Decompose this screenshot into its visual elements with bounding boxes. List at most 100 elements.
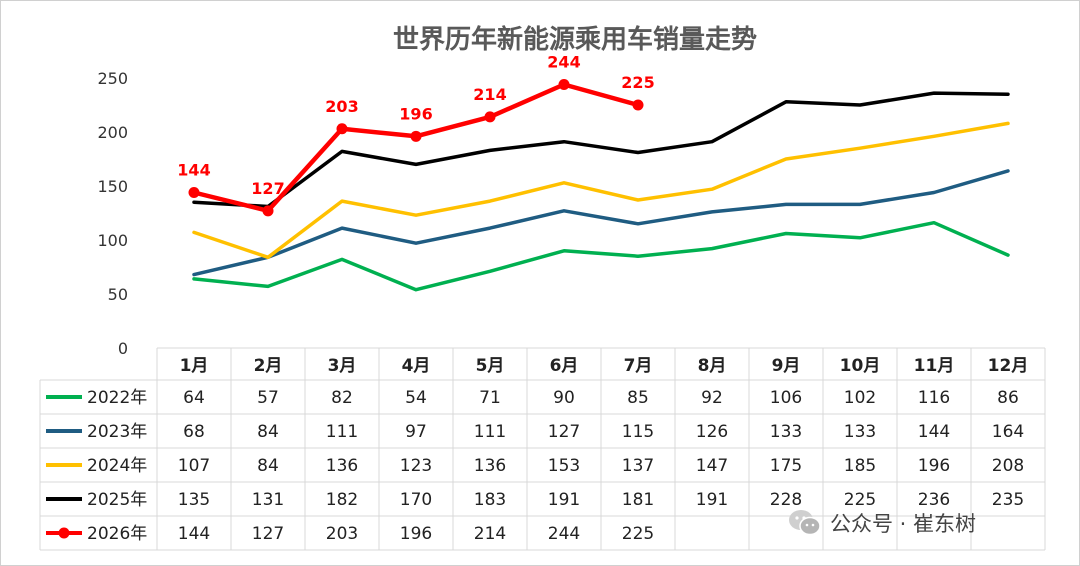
table-cell: 68 xyxy=(183,422,205,442)
data-point xyxy=(484,111,496,123)
table-cell: 181 xyxy=(622,490,654,510)
y-tick-label: 50 xyxy=(108,285,128,304)
table-cell: 135 xyxy=(178,490,210,510)
y-tick-label: 250 xyxy=(97,69,128,88)
data-point xyxy=(336,123,348,135)
x-category-label: 7月 xyxy=(624,356,653,376)
data-label: 225 xyxy=(621,73,654,92)
y-tick-label: 150 xyxy=(97,177,128,196)
y-tick-label: 200 xyxy=(97,123,128,142)
x-category-label: 2月 xyxy=(254,356,283,376)
x-category-label: 10月 xyxy=(840,356,881,376)
table-cell: 84 xyxy=(257,456,279,476)
table-cell: 228 xyxy=(770,490,802,510)
table-cell: 64 xyxy=(183,388,205,408)
x-category-label: 5月 xyxy=(476,356,505,376)
table-cell: 133 xyxy=(844,422,876,442)
table-cell: 164 xyxy=(992,422,1024,442)
x-category-label: 8月 xyxy=(698,356,727,376)
data-label: 127 xyxy=(251,179,284,198)
data-label: 214 xyxy=(473,85,506,104)
x-category-label: 1月 xyxy=(180,356,209,376)
series-line xyxy=(192,91,1010,209)
table-cell: 54 xyxy=(405,388,427,408)
table-cell: 107 xyxy=(178,456,210,476)
table-cell: 85 xyxy=(627,388,649,408)
table-cell: 133 xyxy=(770,422,802,442)
table-cell: 123 xyxy=(400,456,432,476)
table-cell: 196 xyxy=(918,456,950,476)
table-cell: 86 xyxy=(997,388,1019,408)
table-cell: 127 xyxy=(252,524,284,544)
table-cell: 175 xyxy=(770,456,802,476)
table-cell: 136 xyxy=(326,456,358,476)
data-point xyxy=(558,78,570,90)
table-cell: 225 xyxy=(622,524,654,544)
table-cell: 183 xyxy=(474,490,506,510)
chart-title: 世界历年新能源乘用车销量走势 xyxy=(393,24,757,55)
x-category-label: 9月 xyxy=(772,356,801,376)
data-label: 203 xyxy=(325,97,358,116)
table-cell: 235 xyxy=(992,490,1024,510)
table-cell: 106 xyxy=(770,388,802,408)
table-cell: 137 xyxy=(622,456,654,476)
table-cell: 97 xyxy=(405,422,427,442)
table-cell: 102 xyxy=(844,388,876,408)
legend-label: 2026年 xyxy=(87,524,147,544)
table-cell: 203 xyxy=(326,524,358,544)
data-point xyxy=(632,99,644,111)
table-cell: 191 xyxy=(548,490,580,510)
series-line xyxy=(192,121,1010,260)
table-cell: 196 xyxy=(400,524,432,544)
y-tick-label: 100 xyxy=(97,231,128,250)
series-line xyxy=(192,220,1010,292)
table-cell: 57 xyxy=(257,388,279,408)
table-cell: 92 xyxy=(701,388,723,408)
legend-label: 2024年 xyxy=(87,456,147,476)
data-point xyxy=(410,130,422,142)
table-cell: 127 xyxy=(548,422,580,442)
data-point xyxy=(262,205,274,217)
table-cell: 214 xyxy=(474,524,506,544)
table-cell: 191 xyxy=(696,490,728,510)
legend-key-marker xyxy=(58,527,70,539)
table-cell: 131 xyxy=(252,490,284,510)
watermark: 公众号 · 崔东树 xyxy=(788,506,976,540)
wechat-icon xyxy=(788,509,822,537)
table-cell: 126 xyxy=(696,422,728,442)
table-cell: 71 xyxy=(479,388,501,408)
table-cell: 84 xyxy=(257,422,279,442)
data-label: 196 xyxy=(399,104,432,123)
data-point xyxy=(188,186,200,198)
x-category-label: 3月 xyxy=(328,356,357,376)
series-line xyxy=(192,169,1010,277)
table-cell: 111 xyxy=(326,422,358,442)
table-cell: 225 xyxy=(844,490,876,510)
legend-label: 2025年 xyxy=(87,490,147,510)
table-cell: 115 xyxy=(622,422,654,442)
table-cell: 144 xyxy=(178,524,210,544)
x-category-label: 11月 xyxy=(914,356,955,376)
table-cell: 208 xyxy=(992,456,1024,476)
watermark-text: 公众号 · 崔东树 xyxy=(830,512,977,536)
table-cell: 147 xyxy=(696,456,728,476)
table-cell: 144 xyxy=(918,422,950,442)
x-category-label: 4月 xyxy=(402,356,431,376)
table-cell: 244 xyxy=(548,524,580,544)
y-tick-label: 0 xyxy=(118,339,128,358)
data-label: 244 xyxy=(547,52,580,71)
legend-label: 2022年 xyxy=(87,388,147,408)
table-cell: 90 xyxy=(553,388,575,408)
table-cell: 170 xyxy=(400,490,432,510)
data-label: 144 xyxy=(177,160,210,179)
table-cell: 236 xyxy=(918,490,950,510)
x-category-label: 6月 xyxy=(550,356,579,376)
legend-label: 2023年 xyxy=(87,422,147,442)
x-category-label: 12月 xyxy=(988,356,1029,376)
table-cell: 136 xyxy=(474,456,506,476)
table-cell: 185 xyxy=(844,456,876,476)
table-cell: 153 xyxy=(548,456,580,476)
table-cell: 182 xyxy=(326,490,358,510)
table-cell: 82 xyxy=(331,388,353,408)
